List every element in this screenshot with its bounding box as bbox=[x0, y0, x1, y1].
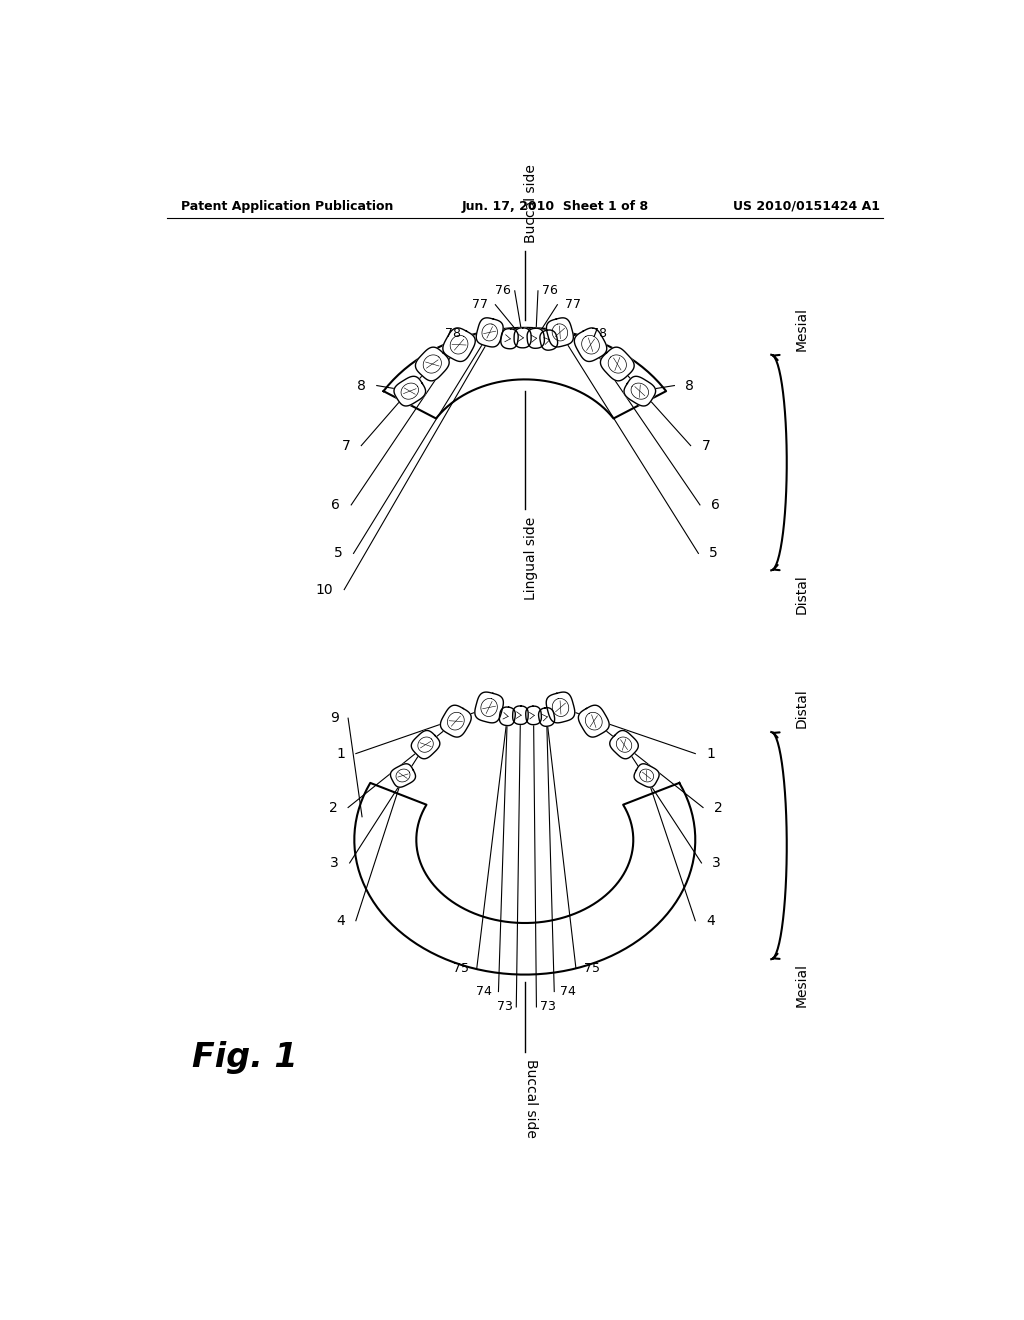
Text: 4: 4 bbox=[707, 913, 715, 928]
Polygon shape bbox=[547, 318, 573, 347]
Polygon shape bbox=[579, 705, 609, 737]
Text: 5: 5 bbox=[710, 546, 718, 561]
Text: 3: 3 bbox=[330, 855, 339, 870]
Text: 78: 78 bbox=[592, 327, 607, 341]
Polygon shape bbox=[609, 730, 638, 759]
Text: 73: 73 bbox=[541, 1001, 556, 1014]
Text: 4: 4 bbox=[336, 913, 345, 928]
Polygon shape bbox=[501, 329, 518, 348]
Text: 7: 7 bbox=[701, 438, 711, 453]
Polygon shape bbox=[574, 327, 607, 362]
Text: 10: 10 bbox=[315, 582, 333, 597]
Text: 3: 3 bbox=[713, 855, 721, 870]
Polygon shape bbox=[442, 327, 475, 362]
Text: 2: 2 bbox=[329, 800, 337, 814]
Text: 76: 76 bbox=[495, 284, 511, 297]
Polygon shape bbox=[416, 347, 450, 381]
Text: 9: 9 bbox=[330, 711, 339, 725]
Text: 76: 76 bbox=[542, 284, 558, 297]
Text: 8: 8 bbox=[685, 379, 694, 392]
Text: 6: 6 bbox=[711, 498, 720, 512]
Text: 75: 75 bbox=[584, 962, 600, 975]
Text: 73: 73 bbox=[497, 1001, 512, 1014]
Text: 74: 74 bbox=[560, 985, 577, 998]
Polygon shape bbox=[514, 327, 531, 348]
Text: 7: 7 bbox=[342, 438, 350, 453]
Text: 2: 2 bbox=[714, 800, 723, 814]
Text: Mesial: Mesial bbox=[795, 308, 809, 351]
Text: 78: 78 bbox=[445, 327, 461, 341]
Polygon shape bbox=[600, 347, 634, 381]
Polygon shape bbox=[440, 705, 471, 737]
Text: Mesial: Mesial bbox=[795, 964, 809, 1007]
Polygon shape bbox=[527, 329, 545, 348]
Polygon shape bbox=[539, 708, 555, 726]
Polygon shape bbox=[390, 764, 416, 787]
Text: 5: 5 bbox=[334, 546, 343, 561]
Text: Distal: Distal bbox=[795, 574, 809, 614]
Polygon shape bbox=[384, 327, 666, 418]
Text: 77: 77 bbox=[472, 298, 487, 312]
Text: 8: 8 bbox=[357, 379, 366, 392]
Polygon shape bbox=[476, 318, 503, 347]
Polygon shape bbox=[513, 706, 528, 725]
Text: US 2010/0151424 A1: US 2010/0151424 A1 bbox=[733, 199, 880, 213]
Text: 6: 6 bbox=[332, 498, 340, 512]
Text: Buccal side: Buccal side bbox=[524, 1059, 538, 1138]
Text: Buccal side: Buccal side bbox=[524, 164, 538, 243]
Polygon shape bbox=[394, 376, 426, 407]
Text: Distal: Distal bbox=[795, 689, 809, 729]
Polygon shape bbox=[354, 783, 695, 974]
Polygon shape bbox=[624, 376, 655, 407]
Text: 74: 74 bbox=[476, 985, 493, 998]
Polygon shape bbox=[500, 708, 515, 726]
Polygon shape bbox=[540, 330, 558, 350]
Text: Patent Application Publication: Patent Application Publication bbox=[180, 199, 393, 213]
Text: Fig. 1: Fig. 1 bbox=[191, 1041, 297, 1074]
Text: Jun. 17, 2010  Sheet 1 of 8: Jun. 17, 2010 Sheet 1 of 8 bbox=[461, 199, 648, 213]
Text: 1: 1 bbox=[336, 747, 345, 760]
Text: 77: 77 bbox=[565, 298, 581, 312]
Polygon shape bbox=[634, 764, 659, 787]
Text: Lingual side: Lingual side bbox=[524, 516, 538, 599]
Polygon shape bbox=[475, 692, 504, 723]
Polygon shape bbox=[412, 730, 440, 759]
Polygon shape bbox=[546, 692, 574, 723]
Polygon shape bbox=[525, 706, 542, 725]
Text: 1: 1 bbox=[707, 747, 715, 760]
Text: 75: 75 bbox=[453, 962, 469, 975]
